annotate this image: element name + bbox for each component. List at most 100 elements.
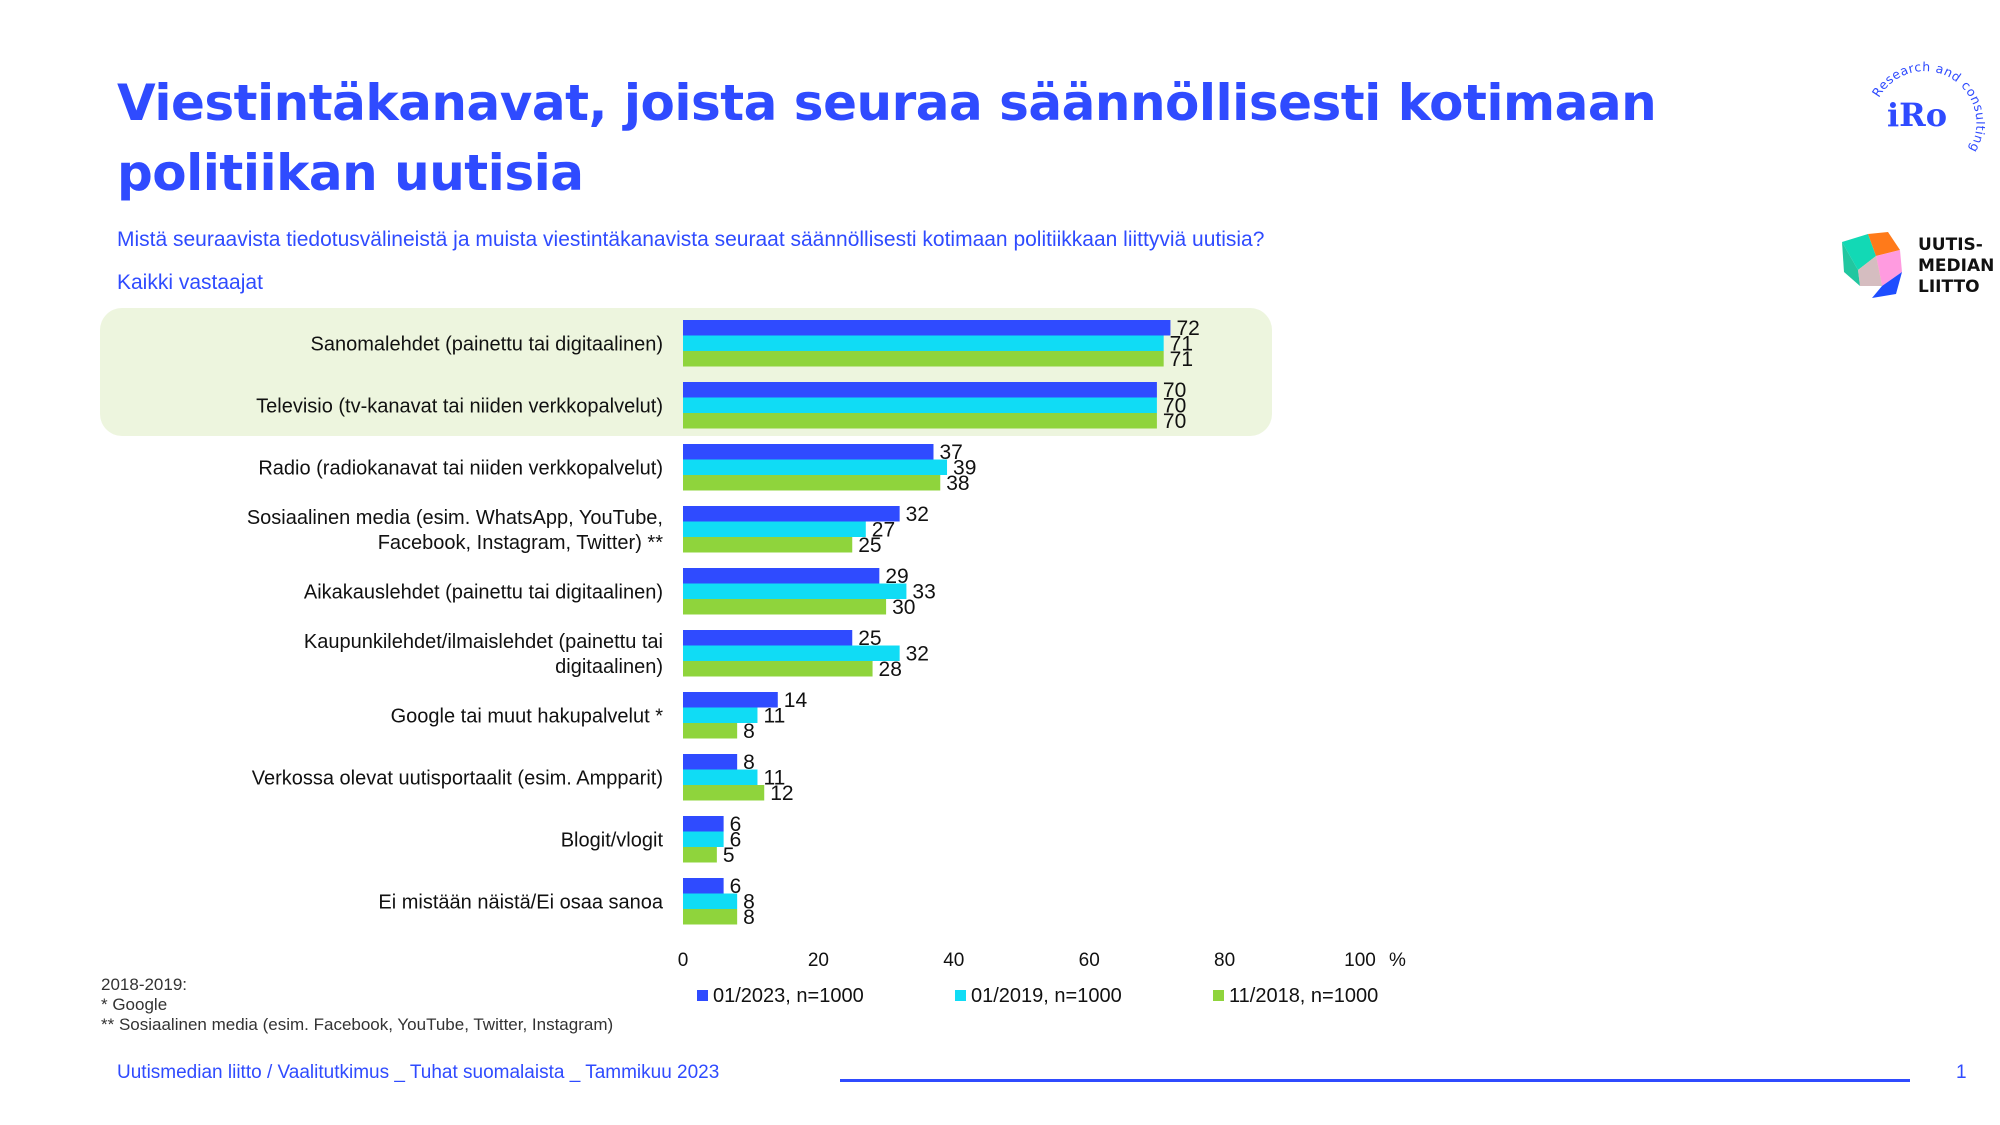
footnote-social-media: ** Sosiaalinen media (esim. Facebook, Yo…: [101, 1015, 614, 1034]
data-label: 71: [1170, 348, 1193, 371]
data-label: 33: [912, 581, 935, 604]
bar: [683, 335, 1164, 351]
bar: [683, 475, 941, 491]
bar: [683, 459, 948, 475]
x-tick-label: 100: [1344, 950, 1376, 971]
legend-label: 11/2018, n=1000: [1229, 985, 1378, 1007]
data-label: 6: [730, 813, 742, 836]
category-label: Sosiaalinen media (esim. WhatsApp, YouTu…: [247, 507, 663, 529]
footnote-google: * Google: [101, 995, 168, 1014]
x-tick-label: 80: [1214, 950, 1235, 971]
bar: [683, 320, 1171, 336]
data-label: 70: [1163, 410, 1186, 433]
category-label: Ei mistään näistä/Ei osaa sanoa: [378, 891, 663, 913]
category-label: Google tai muut hakupalvelut *: [391, 705, 664, 727]
iro-wordmark: iRo: [1887, 96, 1947, 134]
bar: [683, 816, 724, 832]
data-label: 8: [743, 751, 755, 774]
bar: [683, 692, 778, 708]
category-label: Sanomalehdet (painettu tai digitaalinen): [311, 333, 663, 355]
category-label: Radio (radiokanavat tai niiden verkkopal…: [258, 457, 663, 479]
bar: [683, 444, 934, 460]
data-label: 70: [1163, 395, 1186, 418]
x-unit-label: %: [1389, 950, 1406, 971]
bar: [683, 583, 907, 599]
data-label: 25: [858, 534, 881, 557]
uutismedian-liitto-emblem: [1842, 232, 1902, 298]
bar: [683, 785, 765, 801]
bar: [683, 723, 738, 739]
bar: [683, 831, 724, 847]
bar: [683, 707, 758, 723]
data-label: 25: [858, 627, 881, 650]
data-label: 8: [743, 720, 755, 743]
bar: [683, 351, 1164, 367]
page-title: Viestintäkanavat, joista seuraa säännöll…: [117, 74, 1657, 202]
uutismedian-logo-line2: MEDIAN: [1918, 256, 1994, 276]
bar: [683, 909, 738, 925]
legend-swatch: [1213, 990, 1224, 1001]
category-label: digitaalinen): [555, 656, 663, 678]
category-label: Televisio (tv-kanavat tai niiden verkkop…: [256, 395, 663, 417]
bar: [683, 661, 873, 677]
bar: [683, 521, 866, 537]
category-label: Facebook, Instagram, Twitter) **: [378, 532, 664, 554]
x-tick-label: 60: [1079, 950, 1100, 971]
page-number: 1: [1956, 1062, 1967, 1083]
bar: [683, 413, 1157, 429]
legend-swatch: [697, 990, 708, 1001]
x-tick-label: 0: [678, 950, 689, 971]
survey-question: Mistä seuraavista tiedotusvälineistä ja …: [117, 228, 1265, 251]
footnotes: 2018-2019: * Google ** Sosiaalinen media…: [101, 975, 613, 1035]
data-label: 70: [1163, 379, 1186, 402]
category-label: Verkossa olevat uutisportaalit (esim. Am…: [252, 767, 663, 789]
data-label: 32: [906, 503, 929, 526]
data-label: 28: [879, 658, 902, 681]
footer-source: Uutismedian liitto / Vaalitutkimus _ Tuh…: [117, 1062, 720, 1083]
x-tick-label: 40: [943, 950, 964, 971]
bar: [683, 397, 1157, 413]
category-label: Kaupunkilehdet/ilmaislehdet (painettu ta…: [304, 631, 663, 653]
footer-divider: [840, 1079, 1910, 1082]
data-label: 11: [763, 767, 785, 790]
bar: [683, 769, 758, 785]
category-label: Blogit/vlogit: [561, 829, 664, 851]
uutismedian-logo-line1: UUTIS-: [1918, 235, 1983, 255]
data-label: 12: [770, 782, 793, 805]
bar: [683, 599, 887, 615]
data-label: 39: [953, 457, 976, 480]
footnote-years: 2018-2019:: [101, 975, 188, 994]
legend-label: 01/2023, n=1000: [713, 985, 864, 1007]
data-label: 8: [743, 906, 755, 929]
data-label: 6: [730, 829, 742, 852]
bar: [683, 568, 880, 584]
iro-logo: Research and consulting iRo: [1869, 59, 1985, 155]
bar: [683, 506, 900, 522]
data-label: 71: [1170, 333, 1193, 356]
data-label: 14: [784, 689, 808, 712]
uutismedian-liitto-logo: UUTIS- MEDIAN LIITTO: [1842, 232, 1994, 298]
data-label: 30: [892, 596, 915, 619]
legend-swatch: [955, 990, 966, 1001]
respondent-base: Kaikki vastaajat: [117, 271, 263, 294]
data-label: 37: [939, 441, 962, 464]
bar: [683, 754, 738, 770]
bar: [683, 382, 1157, 398]
bar: [683, 537, 853, 553]
bar: [683, 645, 900, 661]
data-label: 11: [763, 705, 785, 728]
legend-label: 01/2019, n=1000: [971, 985, 1122, 1007]
bar: [683, 878, 724, 894]
data-label: 8: [743, 891, 755, 914]
data-label: 5: [723, 844, 735, 867]
data-label: 6: [730, 875, 742, 898]
uutismedian-logo-line3: LIITTO: [1918, 277, 1980, 297]
bar: [683, 893, 738, 909]
data-label: 27: [872, 519, 895, 542]
bar: [683, 847, 717, 863]
data-label: 38: [946, 472, 969, 495]
category-label: Aikakauslehdet (painettu tai digitaaline…: [304, 581, 663, 603]
data-label: 32: [906, 643, 929, 666]
data-label: 72: [1176, 317, 1199, 340]
